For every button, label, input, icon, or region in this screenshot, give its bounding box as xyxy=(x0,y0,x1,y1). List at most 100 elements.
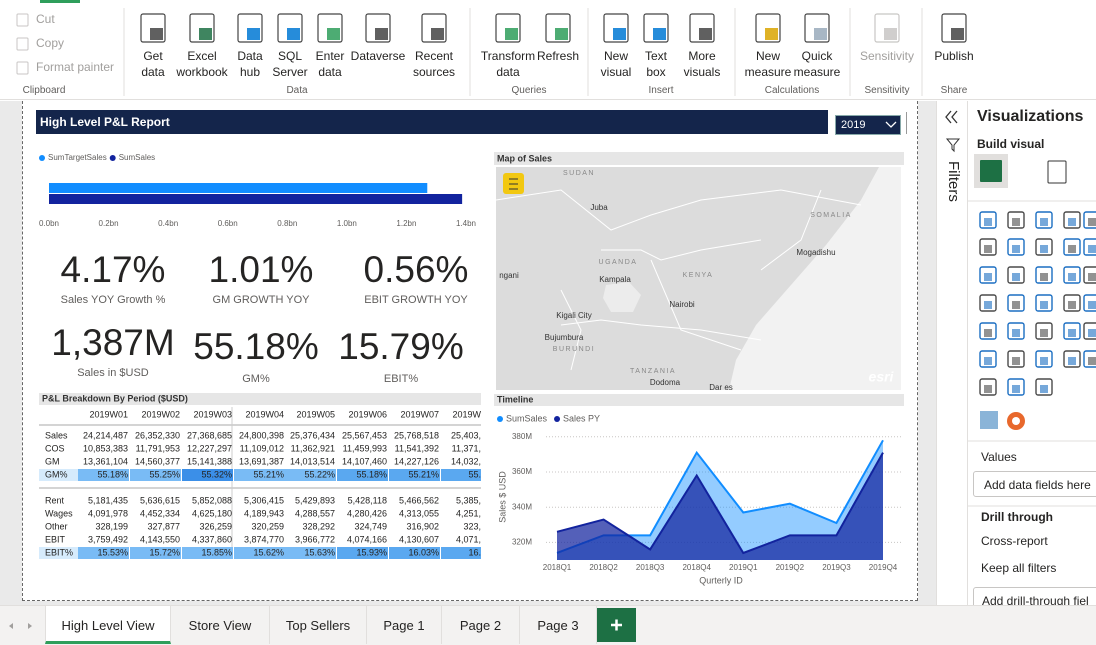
cell-highlight xyxy=(234,547,285,559)
x-tick-label: 2019Q3 xyxy=(822,563,851,572)
page-tab[interactable]: Store View xyxy=(171,606,270,644)
field-well[interactable]: Add data fields here xyxy=(973,471,1096,497)
page-tab[interactable]: High Level View xyxy=(45,606,171,644)
x-tick-label: 0.4bn xyxy=(158,219,178,228)
year-dropdown[interactable]: 2019 xyxy=(835,115,901,135)
visual-icons xyxy=(968,154,1096,507)
collapse-chevron xyxy=(951,110,958,124)
visual-type-icon xyxy=(1063,294,1081,312)
visual-type-icon-fill xyxy=(1068,245,1076,253)
ribbon-button[interactable]: Data hub xyxy=(237,49,263,79)
ribbon-button[interactable]: Text box xyxy=(644,49,668,79)
table-cell: 3,874,770 xyxy=(244,534,284,544)
x-tick-label: 1.2bn xyxy=(396,219,416,228)
legend-label: SumSales xyxy=(506,413,548,423)
ribbon-button[interactable]: Enter data xyxy=(315,49,345,79)
cell-highlight xyxy=(130,547,181,559)
ribbon-button[interactable]: New measure xyxy=(744,49,792,79)
kpi-label: EBIT GROWTH YOY xyxy=(364,294,468,306)
visual-header xyxy=(39,393,481,405)
map-border xyxy=(560,319,762,341)
visual-type-icon-fill xyxy=(1068,218,1076,226)
table-cell: 14,013,514 xyxy=(290,456,335,466)
table-cell: 4,074,166 xyxy=(347,534,387,544)
y-tick-label: 360M xyxy=(512,467,532,476)
column-header: 2019W08 xyxy=(452,409,481,419)
map-label: Dodoma xyxy=(650,378,681,387)
ribbon-button[interactable]: Quick measure xyxy=(793,49,841,79)
table-cell: 4,452,334 xyxy=(140,508,180,518)
y-tick-label: 340M xyxy=(512,502,532,511)
add-page-button[interactable] xyxy=(597,608,636,642)
table-cell: 324,749 xyxy=(354,521,387,531)
table-cell: 55.21% xyxy=(408,469,439,479)
table-cell: 11,459,993 xyxy=(343,443,387,453)
dropdown-chevron xyxy=(885,121,897,128)
table-cell: 55.32% xyxy=(201,469,232,479)
report-page: High Level P&L Report 2019 4.17% Sales YOY … xyxy=(22,101,918,601)
row-label: EBIT xyxy=(45,534,66,544)
ribbon-button[interactable]: Dataverse xyxy=(350,49,406,63)
toggle-label[interactable]: Cross-report xyxy=(981,534,1048,548)
filters-label[interactable]: Filters xyxy=(945,161,962,202)
column-header: 2019W04 xyxy=(245,409,284,419)
pl-table: 2019W01 2019W02 2019W03 2019W04 2019W05 2019W… xyxy=(39,407,481,572)
ribbon-button[interactable]: Sensitivity xyxy=(859,49,915,63)
row-label: Other xyxy=(45,521,68,531)
section-label: Values xyxy=(981,450,1017,464)
ribbon-button[interactable]: New visual xyxy=(600,49,632,79)
page-tab[interactable]: Top Sellers xyxy=(270,606,367,644)
kpi-value: 0.56% xyxy=(364,249,469,290)
ribbon-button[interactable]: Cut xyxy=(36,12,55,26)
table-cell: 323,19 xyxy=(463,521,481,531)
table-cell: 5,429,893 xyxy=(295,495,335,505)
button-icon-accent xyxy=(247,28,260,40)
toggle-label[interactable]: Keep all filters xyxy=(981,561,1057,575)
table-cell: 327,877 xyxy=(147,521,180,531)
custom-visual-icon-hole xyxy=(1012,417,1020,425)
cell-highlight xyxy=(441,547,481,559)
legend-marker xyxy=(554,416,561,422)
visual-type-icon-fill xyxy=(1088,273,1096,281)
ribbon-button[interactable]: Refresh xyxy=(536,49,580,63)
y-axis-title: Sales $ USD xyxy=(497,471,507,523)
kpi-value: 55.18% xyxy=(193,326,319,367)
ribbon-button[interactable]: Recent sources xyxy=(412,49,456,79)
visual-type-icon xyxy=(1063,238,1081,256)
button-icon-accent xyxy=(613,28,626,40)
x-tick-label: 1.4bn xyxy=(456,219,476,228)
x-tick-label: 2019Q4 xyxy=(869,563,898,572)
group-label: Share xyxy=(940,85,968,96)
table-cell: 27,368,685 xyxy=(187,430,232,440)
ribbon-button[interactable]: Format painter xyxy=(36,60,115,74)
table-cell: 4,313,055 xyxy=(399,508,439,518)
legend-label: Sales PY xyxy=(563,413,600,423)
table-cell: 12,227,297 xyxy=(187,443,232,453)
button-icon-accent xyxy=(375,28,388,40)
visual-title: Map of Sales xyxy=(497,153,552,163)
visual-type-icon xyxy=(1063,211,1081,229)
row-label: Rent xyxy=(45,495,65,505)
legend-marker xyxy=(109,155,116,161)
visual-type-icon-fill xyxy=(984,385,992,393)
table-cell: 25,403,50 xyxy=(451,430,481,440)
table-cell: 14,560,377 xyxy=(135,456,180,466)
table-cell: 55.18% xyxy=(356,469,387,479)
ribbon-button[interactable]: Excel workbook xyxy=(176,49,228,79)
table-cell: 3,966,772 xyxy=(295,534,335,544)
ribbon-button[interactable]: SQL Server xyxy=(272,49,308,79)
page-tab[interactable]: Page 2 xyxy=(442,606,520,644)
filters-pane-collapsed[interactable]: Filters xyxy=(936,101,968,605)
ribbon-button[interactable]: Copy xyxy=(36,36,65,50)
row-label: GM% xyxy=(45,469,68,479)
button-icon-accent xyxy=(431,28,444,40)
ribbon-button[interactable]: Publish xyxy=(934,49,974,63)
ribbon-button[interactable]: Transform data xyxy=(480,49,536,79)
pane-title: Visualizations xyxy=(977,108,1084,125)
ribbon-button[interactable]: More visuals xyxy=(683,49,721,79)
page-tab[interactable]: Page 1 xyxy=(367,606,442,644)
ribbon-button[interactable]: Get data xyxy=(141,49,165,79)
visual-type-icon xyxy=(979,322,997,340)
x-tick-label: 2019Q1 xyxy=(729,563,758,572)
page-tab[interactable]: Page 3 xyxy=(520,606,597,644)
